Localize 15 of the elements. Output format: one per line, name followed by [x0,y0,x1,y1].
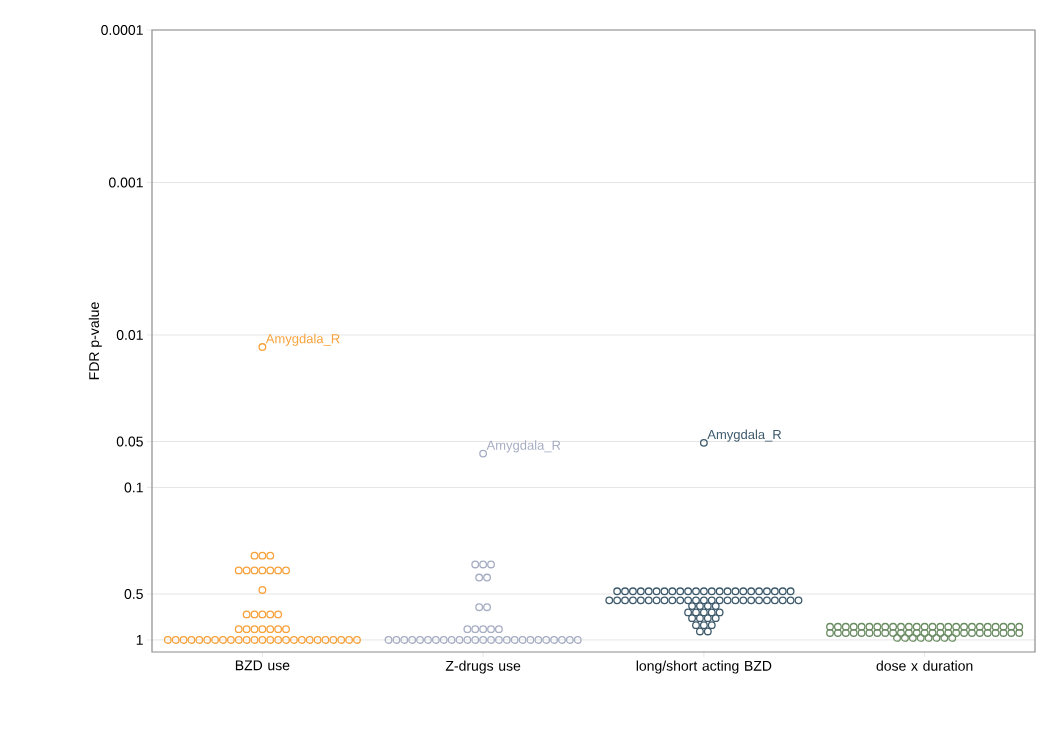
annotation: Amygdala_R [486,440,561,453]
y-tick-label: 0.5 [124,589,143,599]
x-tick-label: Z-drugs use [445,660,521,674]
y-tick-label: 0.0001 [101,25,143,35]
x-tick-label: dose x duration [876,660,973,671]
y-tick-label: 0.001 [108,177,143,188]
annotation: Amygdala_R [265,333,340,346]
y-tick-label: 0.01 [116,330,143,340]
y-axis-title: FDR p-value [88,302,102,380]
annotation: Amygdala_R [707,429,782,442]
y-tick-label: 1 [136,635,143,645]
x-tick-label: BZD use [235,660,290,671]
x-tick-label: long/short acting BZD [636,660,772,674]
y-tick-label: 0.05 [116,436,143,447]
y-tick-label: 0.1 [124,482,143,493]
